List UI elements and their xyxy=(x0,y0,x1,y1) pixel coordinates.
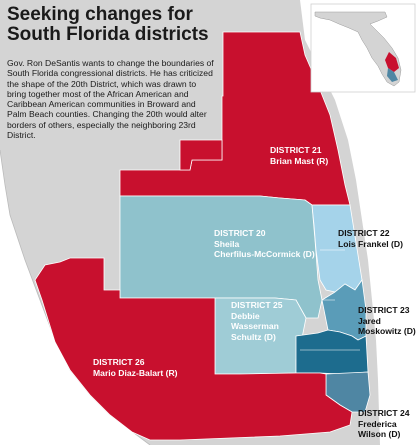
district-24-rep-line2: Wilson (D) xyxy=(358,429,401,439)
district-26-area xyxy=(34,257,353,441)
district-24-rep-line1: Frederica xyxy=(358,418,397,429)
district-21-label: DISTRICT 21 Brian Mast (R) xyxy=(270,145,328,166)
district-24-number: DISTRICT 24 xyxy=(358,408,410,418)
district-25-number: DISTRICT 25 xyxy=(231,300,283,310)
map-title: Seeking changes for South Florida distri… xyxy=(7,4,209,45)
district-23-label: DISTRICT 23 Jared Moskowitz (D) xyxy=(358,305,416,337)
district-22-label: DISTRICT 22 Lois Frankel (D) xyxy=(338,228,403,249)
district-22-number: DISTRICT 22 xyxy=(338,228,390,238)
district-25-rep-line3: Schultz (D) xyxy=(231,331,276,342)
district-20-rep-line2: Cherfilus-McCormick (D) xyxy=(214,249,315,259)
keys-island xyxy=(352,412,366,430)
map-description: Gov. Ron DeSantis wants to change the bo… xyxy=(7,58,214,141)
district-23-rep-line1: Jared xyxy=(358,315,381,326)
district-26-label: DISTRICT 26 Mario Diaz-Balart (R) xyxy=(93,357,178,378)
district-25-label: DISTRICT 25 Debbie Wasserman Schultz (D) xyxy=(231,300,283,342)
district-25-rep-line1: Debbie xyxy=(231,310,260,321)
district-21-rep: Brian Mast (R) xyxy=(270,155,329,166)
district-23-rep-line2: Moskowitz (D) xyxy=(358,326,416,336)
district-21-west xyxy=(179,139,223,171)
district-24-label: DISTRICT 24 Frederica Wilson (D) xyxy=(358,408,410,440)
county-divider xyxy=(300,249,360,351)
district-25-rep-line2: Wasserman xyxy=(231,321,279,331)
district-23-number: DISTRICT 23 xyxy=(358,305,410,315)
district-22-rep: Lois Frankel (D) xyxy=(338,238,403,249)
district-26-number: DISTRICT 26 xyxy=(93,357,145,367)
district-21-number: DISTRICT 21 xyxy=(270,145,322,155)
gulf-water xyxy=(0,150,150,445)
district-26-rep: Mario Diaz-Balart (R) xyxy=(93,367,178,378)
florida-inset xyxy=(310,3,416,93)
district-20-label: DISTRICT 20 Sheila Cherfilus-McCormick (… xyxy=(214,228,315,260)
district-20-rep-line1: Sheila xyxy=(214,238,240,249)
district-20-number: DISTRICT 20 xyxy=(214,228,266,238)
